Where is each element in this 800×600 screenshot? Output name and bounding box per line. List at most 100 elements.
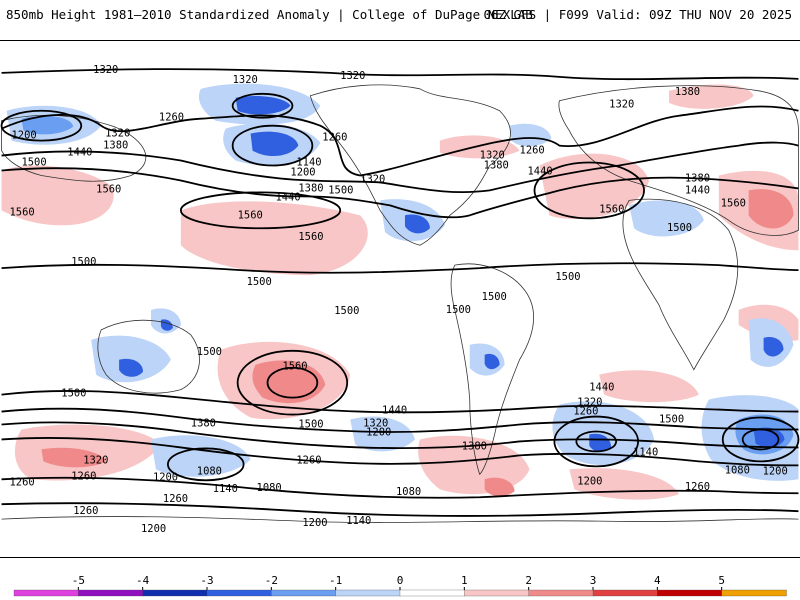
contour-label: 1080 xyxy=(725,464,750,476)
contour-label: 1140 xyxy=(296,157,321,169)
colorbar-tick-label: 3 xyxy=(590,574,597,587)
colorbar-tick-label: 1 xyxy=(461,574,468,587)
contour-label: 1260 xyxy=(573,406,598,418)
contour-label: 1500 xyxy=(334,305,359,317)
contour-label: 1500 xyxy=(197,346,222,358)
contour-label: 1260 xyxy=(685,481,710,493)
contour-label: 1080 xyxy=(257,482,282,494)
contour-label: 1200 xyxy=(577,475,602,487)
contour-label: 1260 xyxy=(322,132,347,144)
contour-label: 1320 xyxy=(609,99,634,111)
contour-label: 1320 xyxy=(233,74,258,86)
closed-low-northpacific xyxy=(231,92,294,119)
anomaly-neg-region xyxy=(119,358,143,377)
australia-outline xyxy=(97,319,200,394)
title-bar: 850mb Height 1981–2010 Standardized Anom… xyxy=(0,0,800,28)
contour-label: 1440 xyxy=(528,165,553,177)
contour-label: 1200 xyxy=(290,166,315,178)
contour-label: 1560 xyxy=(298,231,323,243)
africa-outline xyxy=(622,198,739,371)
colorbar-segment xyxy=(78,589,144,597)
contour-label: 1320 xyxy=(93,64,118,76)
contour-label: 1380 xyxy=(103,140,128,152)
anomaly-pos-region xyxy=(748,189,794,229)
contour-label: 1200 xyxy=(763,465,788,477)
run-info: 06Z GFS | F099 Valid: 09Z THU NOV 20 202… xyxy=(483,7,792,22)
contour-label: 1560 xyxy=(238,209,263,221)
closed-low-southatlantic xyxy=(553,415,639,468)
contour-label: 1200 xyxy=(153,471,178,483)
contour-1260 xyxy=(1,105,799,177)
contour-label: 1140 xyxy=(213,483,238,495)
anomaly-neg-region xyxy=(250,131,299,157)
closed-low-westpacific xyxy=(0,109,83,142)
contour-label: 1080 xyxy=(396,486,421,498)
contour-label: 1500 xyxy=(667,222,692,234)
colorbar-tick-label: -5 xyxy=(72,574,85,587)
anomaly-pos-region xyxy=(599,370,699,403)
colorbar-tick-label: 4 xyxy=(654,574,661,587)
anomaly-pos-region xyxy=(41,447,107,468)
colorbar-segments xyxy=(13,589,787,597)
contour-label: 1260 xyxy=(163,493,188,505)
colorbar-tick-label: -4 xyxy=(136,574,150,587)
contour-label: 1260 xyxy=(73,505,98,517)
colorbar-segment xyxy=(528,589,594,597)
closed-low-southpacific-west xyxy=(167,447,245,482)
contour-1320 xyxy=(1,68,799,81)
colorbar-segment xyxy=(657,589,723,597)
anomaly-pos-region xyxy=(484,477,515,497)
contour-label: 1260 xyxy=(296,454,321,466)
anomaly-neg-region xyxy=(484,353,500,370)
contour-label: 1380 xyxy=(191,418,216,430)
anomaly-pos-region xyxy=(1,165,114,226)
colorbar-tick-label: 0 xyxy=(397,574,404,587)
colorbar-tick-label: -1 xyxy=(329,574,342,587)
contour-label: 1500 xyxy=(298,419,323,431)
north-america-outline xyxy=(309,84,511,246)
colorbar-tick-label: -3 xyxy=(200,574,213,587)
contour-1500b xyxy=(1,390,799,414)
contour-label: 1200 xyxy=(141,523,166,535)
anomaly-neg-region xyxy=(763,336,784,357)
contour-label: 1320 xyxy=(105,128,130,140)
closed-high-southpacific xyxy=(236,349,349,416)
anomaly-neg-region xyxy=(404,214,430,234)
colorbar-segment xyxy=(335,589,401,597)
colorbar-segment xyxy=(206,589,272,597)
contour-label: 1320 xyxy=(363,418,388,430)
contour-labels: 1320 1320 1320 1380 1200 1260 1320 1260 … xyxy=(10,64,788,535)
contour-label: 1320 xyxy=(360,173,385,185)
contour-label: 1560 xyxy=(96,183,121,195)
contour-label: 1380 xyxy=(675,86,700,98)
south-america-outline xyxy=(450,263,534,476)
contour-label: 1560 xyxy=(599,203,624,215)
contour-label: 1500 xyxy=(21,157,46,169)
contour-label: 1500 xyxy=(247,276,272,288)
contour-label: 1440 xyxy=(275,191,300,203)
contour-label: 1500 xyxy=(446,304,471,316)
colorbar-ticks: -5 -4 -3 -2 -1 0 1 2 3 4 5 xyxy=(72,574,725,590)
anomaly-neg-region xyxy=(150,435,251,477)
contour-label: 1500 xyxy=(659,414,684,426)
contour-1260b xyxy=(1,476,799,499)
closed-high-atlantic xyxy=(533,161,645,220)
contour-label: 1260 xyxy=(10,476,35,488)
contour-1380b xyxy=(1,421,799,450)
contour-label: 1380 xyxy=(298,182,323,194)
anomaly-neg-region xyxy=(509,123,552,147)
contour-1440b xyxy=(1,407,799,433)
contour-1380 xyxy=(1,141,799,193)
contour-label: 1500 xyxy=(71,256,96,268)
colorbar-tick-label: 5 xyxy=(718,574,725,587)
closed-low-alaska xyxy=(231,124,314,167)
contour-label: 1500 xyxy=(482,291,507,303)
anomaly-pos-region xyxy=(180,201,368,276)
colorbar-tick-label: -2 xyxy=(265,574,278,587)
height-contours xyxy=(0,68,800,517)
contour-label: 1380 xyxy=(685,172,710,184)
antarctica-outline xyxy=(1,516,799,523)
colorbar-segment xyxy=(142,589,208,597)
anomaly-pos-region xyxy=(539,153,650,219)
colorbar: -5 -4 -3 -2 -1 0 1 2 3 4 5 xyxy=(13,574,787,597)
